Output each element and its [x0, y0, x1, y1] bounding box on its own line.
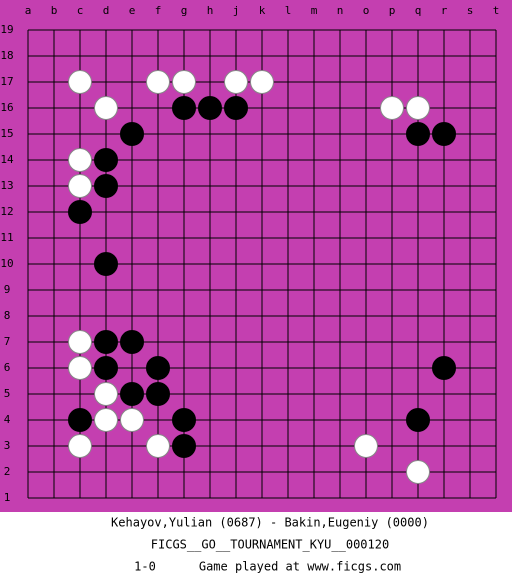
column-label: c: [77, 4, 84, 17]
result: 1-0: [134, 560, 156, 574]
column-label: p: [389, 4, 396, 17]
row-label: 3: [4, 439, 11, 452]
black-stone: [120, 122, 144, 146]
white-stone: [250, 70, 274, 94]
row-label: 2: [4, 465, 11, 478]
site-note: Game played at www.ficgs.com: [199, 560, 401, 574]
column-label: k: [259, 4, 266, 17]
row-label: 18: [0, 49, 13, 62]
column-label: h: [207, 4, 214, 17]
black-stone: [120, 330, 144, 354]
column-label: d: [103, 4, 110, 17]
black-stone: [432, 122, 456, 146]
players: Kehayov,Yulian (0687) - Bakin,Eugeniy (0…: [111, 516, 429, 530]
black-stone: [120, 382, 144, 406]
white-stone: [354, 434, 378, 458]
column-label: s: [467, 4, 474, 17]
white-stone: [406, 460, 430, 484]
row-label: 15: [0, 127, 13, 140]
column-label: f: [155, 4, 162, 17]
column-label: m: [311, 4, 318, 17]
row-label: 12: [0, 205, 13, 218]
tournament: FICGS__GO__TOURNAMENT_KYU__000120: [151, 538, 389, 552]
black-stone: [94, 148, 118, 172]
black-stone: [68, 408, 92, 432]
row-label: 17: [0, 75, 13, 88]
black-stone: [224, 96, 248, 120]
column-label: l: [285, 4, 292, 17]
black-stone: [198, 96, 222, 120]
row-label: 19: [0, 23, 13, 36]
row-label: 1: [4, 491, 11, 504]
row-label: 4: [4, 413, 11, 426]
white-stone: [94, 96, 118, 120]
black-stone: [94, 330, 118, 354]
white-stone: [68, 356, 92, 380]
column-label: q: [415, 4, 422, 17]
black-stone: [94, 356, 118, 380]
column-label: n: [337, 4, 344, 17]
row-label: 11: [0, 231, 13, 244]
column-label: a: [25, 4, 32, 17]
white-stone: [68, 330, 92, 354]
white-stone: [146, 434, 170, 458]
white-stone: [120, 408, 144, 432]
black-stone: [172, 434, 196, 458]
column-label: r: [441, 4, 448, 17]
black-stone: [432, 356, 456, 380]
column-label: b: [51, 4, 58, 17]
row-label: 5: [4, 387, 11, 400]
white-stone: [68, 174, 92, 198]
white-stone: [68, 434, 92, 458]
board: a b c d e f g h j k l m n o p q r s t191817161514131211109…: [0, 4, 499, 504]
black-stone: [406, 122, 430, 146]
row-label: 16: [0, 101, 13, 114]
black-stone: [94, 174, 118, 198]
column-label: t: [493, 4, 500, 17]
white-stone: [68, 148, 92, 172]
black-stone: [172, 96, 196, 120]
black-stone: [172, 408, 196, 432]
white-stone: [146, 70, 170, 94]
row-label: 6: [4, 361, 11, 374]
white-stone: [380, 96, 404, 120]
white-stone: [68, 70, 92, 94]
column-label: o: [363, 4, 370, 17]
white-stone: [94, 382, 118, 406]
row-label: 9: [4, 283, 11, 296]
row-label: 10: [0, 257, 13, 270]
row-label: 14: [0, 153, 14, 166]
white-stone: [224, 70, 248, 94]
black-stone: [94, 252, 118, 276]
black-stone: [406, 408, 430, 432]
white-stone: [94, 408, 118, 432]
row-label: 7: [4, 335, 11, 348]
black-stone: [146, 356, 170, 380]
black-stone: [146, 382, 170, 406]
column-label: e: [129, 4, 136, 17]
black-stone: [68, 200, 92, 224]
white-stone: [172, 70, 196, 94]
white-stone: [406, 96, 430, 120]
row-label: 13: [0, 179, 13, 192]
column-label: g: [181, 4, 188, 17]
row-label: 8: [4, 309, 11, 322]
column-label: j: [233, 4, 240, 17]
